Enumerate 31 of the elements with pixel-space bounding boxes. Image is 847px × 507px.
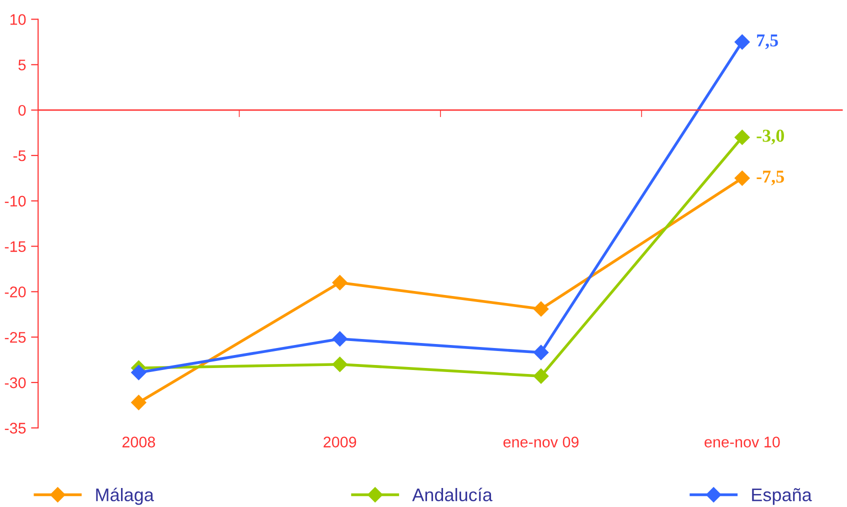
point (533, 301, 549, 317)
y-tick-label: -5 (13, 150, 26, 162)
y-tick-label: -10 (4, 196, 26, 207)
y-tick-label: -25 (4, 332, 26, 343)
point (533, 368, 549, 384)
data-label: 7,5 (757, 34, 778, 50)
point (332, 275, 348, 290)
point (131, 394, 146, 410)
point (734, 130, 750, 145)
x-tick-label: 2008 (122, 436, 156, 448)
y-tick-label: -20 (4, 286, 26, 298)
y-tick-label: -35 (4, 422, 26, 434)
y-tick-label: -15 (4, 241, 26, 252)
point (734, 34, 750, 50)
x-tick-label: ene-nov 09 (503, 436, 579, 448)
legend-label: España (752, 488, 812, 505)
y-tick-label: 5 (18, 60, 26, 70)
point (734, 170, 750, 186)
legend-label: Andalucía (412, 488, 492, 502)
y-tick-label: 10 (10, 14, 26, 25)
y-tick-label: -30 (4, 377, 26, 388)
point (533, 344, 549, 360)
point (332, 331, 348, 346)
legend-label: Málaga (96, 488, 154, 505)
x-tick-label: 2009 (324, 436, 356, 448)
data-label: -7,5 (756, 170, 784, 186)
x-tick-label: ene-nov 10 (704, 436, 780, 448)
data-label: -3,0 (756, 130, 784, 144)
point (131, 364, 146, 380)
point (332, 356, 348, 372)
y-tick-label: 0 (18, 104, 26, 116)
